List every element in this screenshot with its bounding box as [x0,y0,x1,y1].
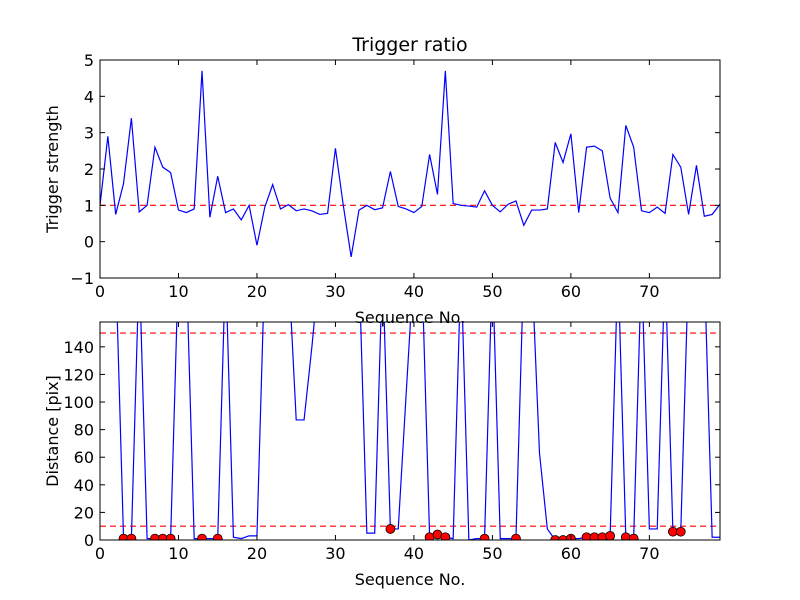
y-tick-label: 4 [84,87,94,106]
x-tick-label: 30 [325,544,345,563]
data-point [165,533,176,540]
y-axis-label: Trigger strength [43,105,62,234]
x-tick-label: 60 [561,544,581,563]
x-tick-label: 50 [482,544,502,563]
chart-title: Trigger ratio [351,34,467,56]
x-tick-label: 20 [247,282,267,301]
y-tick-label: 5 [84,51,94,70]
data-point [126,533,137,540]
y-tick-label: 20 [74,503,94,522]
y-tick-label: 0 [84,233,94,252]
x-tick-label: 20 [247,544,267,563]
x-tick-label: 0 [95,282,105,301]
plot-area [100,70,720,258]
y-tick-label: −1 [70,269,94,288]
plot-area [100,322,720,540]
x-tick-label: 60 [561,282,581,301]
y-tick-label: 100 [63,393,94,412]
data-point [197,533,207,540]
data-point [440,532,451,540]
y-tick-label: 1 [84,196,94,215]
x-tick-label: 10 [168,544,188,563]
y-tick-label: 80 [74,421,94,440]
data-point [511,533,521,540]
series-line [100,70,720,258]
y-tick-label: 60 [74,448,94,467]
data-point [385,524,396,534]
data-point [628,533,639,540]
x-tick-label: 50 [482,282,502,301]
distance-panel: Sequence No. Distance [pix] 0 10 20 30 40 50 6… [43,321,721,589]
y-tick-label: 3 [84,124,94,143]
y-tick-label: 40 [74,476,94,495]
y-tick-label: 120 [63,365,94,384]
x-tick-label: 10 [168,282,188,301]
data-point [558,535,568,540]
plot-frame [99,321,721,541]
x-tick-label: 30 [325,282,345,301]
x-tick-label: 70 [639,544,659,563]
x-tick-label: 40 [404,544,424,563]
trigger-ratio-panel: Trigger ratio Sequence No. Trigger stren… [43,34,721,327]
data-point [605,530,616,540]
y-tick-label: 2 [84,160,94,179]
x-axis-label: Sequence No. [355,570,466,589]
y-tick-label: 140 [63,338,94,357]
data-point [479,533,490,540]
x-tick-label: 0 [95,544,105,563]
y-axis-label: Distance [pix] [43,375,62,487]
x-tick-label: 70 [639,282,659,301]
data-point [675,526,686,537]
data-point [212,533,223,540]
y-tick-label: 0 [84,531,94,550]
data-point [550,535,561,540]
x-tick-label: 40 [404,282,424,301]
